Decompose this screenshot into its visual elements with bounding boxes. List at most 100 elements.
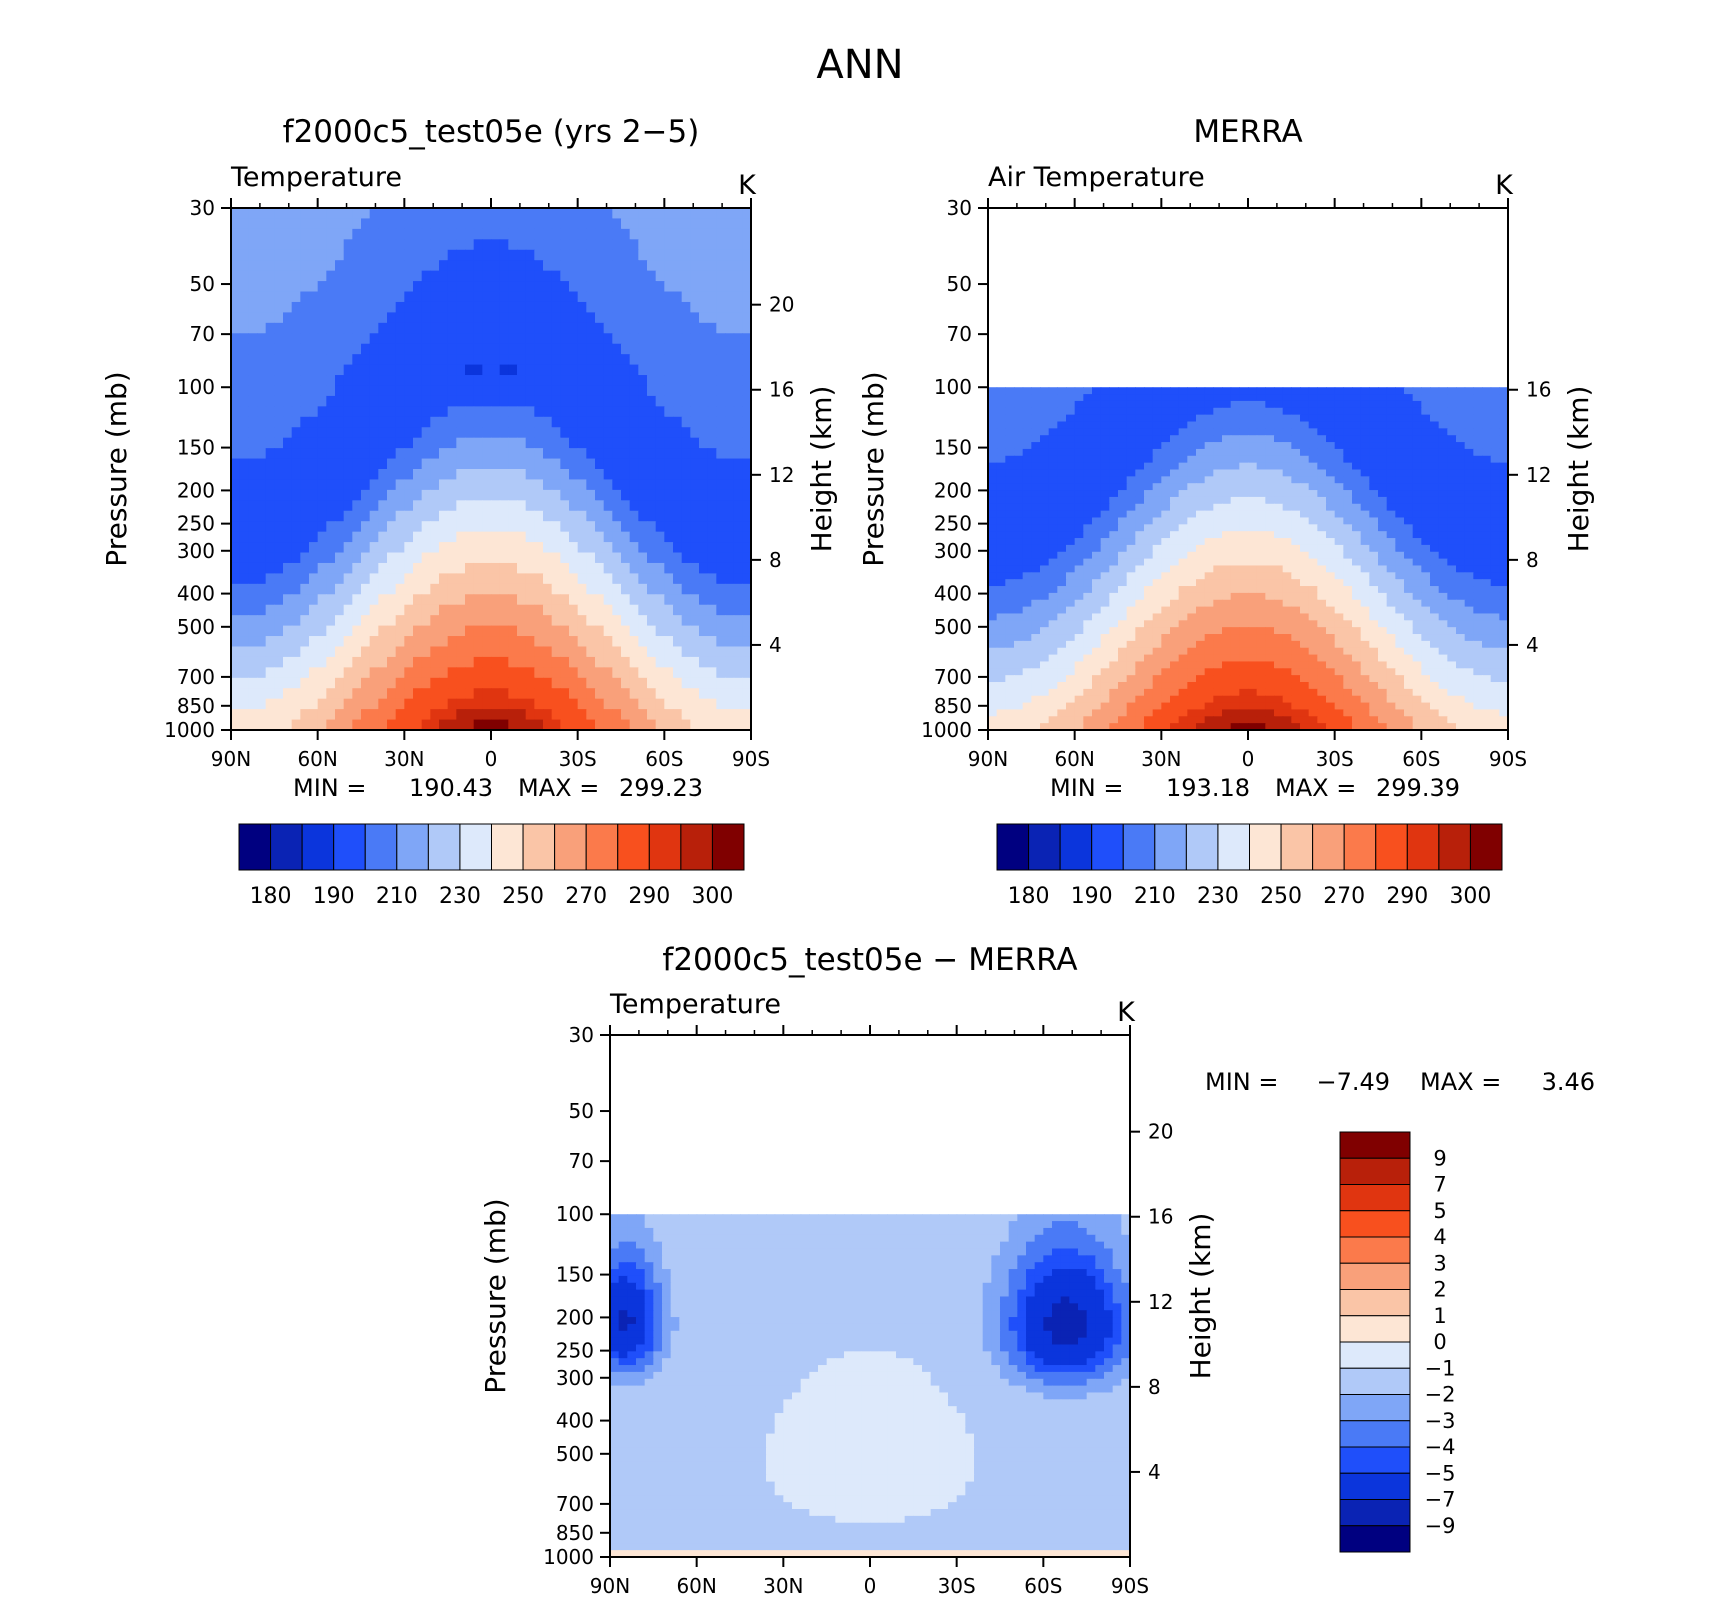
field-cell [1256, 476, 1266, 484]
field-cell [1499, 387, 1509, 395]
field-cell [343, 688, 353, 700]
field-cell [1490, 394, 1500, 402]
field-cell [1352, 462, 1362, 471]
field-cell [473, 677, 483, 689]
field-cell [1360, 510, 1370, 519]
field-cell [1291, 544, 1301, 553]
field-cell [629, 406, 639, 418]
field-cell [699, 625, 709, 637]
field-cell [699, 709, 709, 721]
field-cell [378, 249, 388, 261]
field-cell [543, 583, 553, 595]
field-cell [1473, 400, 1483, 409]
field-cell [517, 552, 527, 564]
field-cell [1230, 531, 1240, 539]
field-cell [1274, 469, 1284, 477]
field-cell [1274, 421, 1284, 429]
field-cell [508, 291, 518, 303]
field-cell [239, 375, 249, 387]
field-cell [508, 604, 518, 616]
field-cell [395, 354, 405, 366]
field-cell [525, 531, 535, 543]
field-cell [317, 270, 327, 282]
field-cell [1248, 503, 1258, 512]
field-cell [1092, 476, 1102, 484]
field-cell [309, 364, 319, 376]
field-cell [1360, 524, 1370, 532]
field-cell [421, 270, 431, 282]
field-cell [1248, 551, 1258, 560]
field-cell [309, 343, 319, 355]
field-cell [707, 479, 717, 491]
field-cell [621, 469, 631, 481]
field-cell [361, 375, 371, 387]
field-cell [1135, 469, 1145, 477]
field-cell [1161, 558, 1171, 567]
field-cell [725, 437, 735, 449]
field-cell [404, 260, 414, 272]
field-cell [517, 479, 527, 491]
field-cell [1135, 483, 1145, 491]
field-cell [1204, 421, 1214, 429]
field-cell [1438, 524, 1448, 532]
field-cell [996, 469, 1006, 477]
field-cell [1031, 517, 1041, 525]
field-cell [621, 531, 631, 543]
field-cell [733, 489, 743, 501]
field-cell [1204, 551, 1214, 560]
field-cell [239, 333, 249, 345]
field-cell [534, 646, 544, 658]
field-cell [491, 427, 501, 439]
field-cell [629, 698, 639, 710]
field-cell [361, 594, 371, 606]
field-cell [699, 604, 709, 616]
field-cell [612, 239, 622, 251]
field-cell [1300, 483, 1310, 491]
field-cell [456, 406, 466, 418]
field-cell [1031, 442, 1041, 450]
field-cell [413, 531, 423, 543]
field-cell [534, 583, 544, 595]
field-cell [499, 322, 509, 334]
field-cell [1161, 538, 1171, 546]
field-cell [1100, 565, 1110, 573]
field-cell [699, 583, 709, 595]
field-cell [1178, 538, 1188, 546]
field-cell [335, 604, 345, 616]
field-cell [1031, 592, 1041, 601]
field-cell [404, 375, 414, 387]
field-cell [231, 521, 241, 533]
field-cell [560, 333, 570, 345]
field-cell [300, 583, 310, 595]
field-cell [421, 573, 431, 585]
field-cell [1456, 490, 1466, 498]
field-cell [413, 489, 423, 501]
field-cell [473, 656, 483, 668]
field-cell [1222, 551, 1232, 560]
field-cell [988, 400, 998, 409]
field-cell [1014, 538, 1024, 546]
field-cell [673, 208, 683, 220]
field-cell [309, 510, 319, 522]
field-cell [742, 552, 752, 564]
field-cell [1360, 572, 1370, 580]
field-cell [378, 562, 388, 574]
field-cell [248, 448, 258, 460]
field-cell [742, 281, 752, 293]
field-cell [361, 333, 371, 345]
field-cell [239, 604, 249, 616]
field-cell [577, 239, 587, 251]
field-cell [525, 416, 535, 428]
field-cell [1412, 503, 1422, 512]
field-cell [1447, 496, 1457, 505]
field-cell [378, 385, 388, 397]
field-cell [1334, 524, 1344, 532]
field-cell [239, 583, 249, 595]
field-cell [1343, 483, 1353, 491]
field-cell [1256, 517, 1266, 525]
field-cell [1326, 592, 1336, 601]
field-cell [603, 656, 613, 668]
field-cell [534, 500, 544, 512]
field-cell [248, 636, 258, 648]
field-cell [569, 510, 579, 522]
